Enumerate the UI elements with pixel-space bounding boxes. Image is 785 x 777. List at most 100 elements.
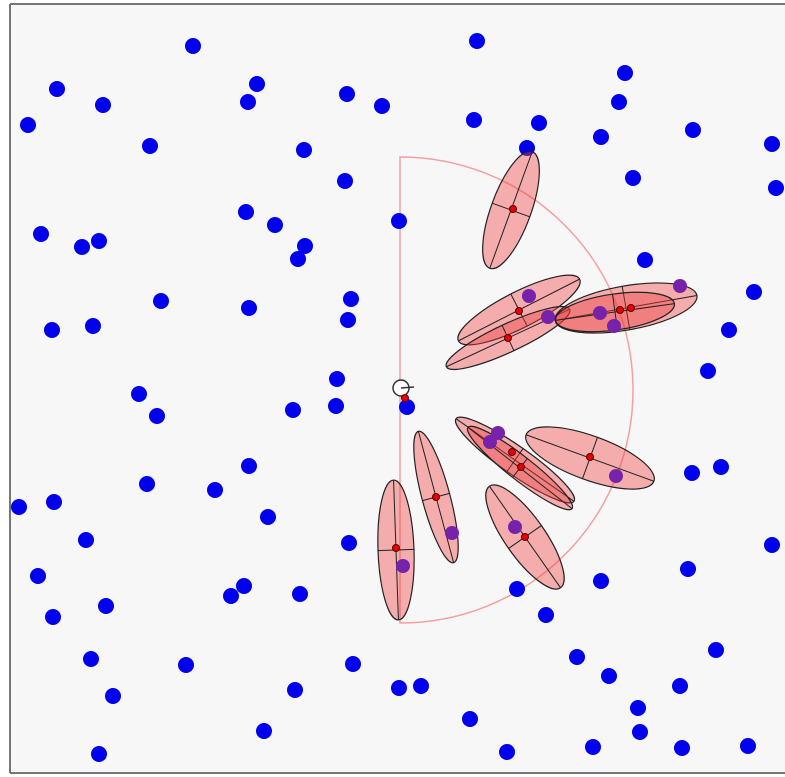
landmark	[105, 688, 121, 704]
landmark	[149, 408, 165, 424]
landmark	[328, 398, 344, 414]
observed-landmark	[673, 279, 687, 293]
landmark	[713, 459, 729, 475]
estimated-landmark	[521, 533, 529, 541]
estimated-landmark	[504, 334, 512, 342]
landmark	[680, 561, 696, 577]
landmarks	[11, 33, 784, 762]
landmark	[585, 739, 601, 755]
landmark	[236, 578, 252, 594]
observed-landmark	[508, 520, 522, 534]
landmark	[142, 138, 158, 154]
landmark	[46, 494, 62, 510]
landmark	[30, 568, 46, 584]
landmark	[569, 649, 585, 665]
landmark	[85, 318, 101, 334]
landmark	[413, 678, 429, 694]
estimated-landmark	[627, 304, 635, 312]
landmark	[139, 476, 155, 492]
landmark	[74, 239, 90, 255]
landmark	[764, 537, 780, 553]
landmark	[296, 142, 312, 158]
landmark	[746, 284, 762, 300]
landmark	[91, 233, 107, 249]
estimated-landmark	[517, 463, 525, 471]
ellipse-minor-axis	[506, 448, 524, 472]
landmark	[531, 115, 547, 131]
landmark	[260, 509, 276, 525]
covariance-ellipse	[554, 282, 698, 334]
estimated-landmark	[515, 307, 523, 315]
landmark	[462, 711, 478, 727]
robot-heading	[400, 386, 415, 389]
landmark	[343, 291, 359, 307]
landmark	[740, 738, 756, 754]
landmark	[178, 657, 194, 673]
estimated-landmark	[508, 448, 516, 456]
estimated-landmark	[509, 205, 517, 213]
landmark	[632, 724, 648, 740]
landmark	[391, 680, 407, 696]
landmark	[399, 399, 415, 415]
landmark	[625, 170, 641, 186]
landmark-estimates	[377, 150, 698, 621]
landmark	[185, 38, 201, 54]
landmark	[469, 33, 485, 49]
sensor-range	[399, 156, 634, 624]
landmark	[11, 499, 27, 515]
landmark	[292, 586, 308, 602]
landmark	[684, 465, 700, 481]
landmark	[768, 180, 784, 196]
landmark	[700, 363, 716, 379]
landmark	[285, 402, 301, 418]
landmark	[131, 386, 147, 402]
landmark	[637, 252, 653, 268]
robot	[392, 379, 415, 402]
observed-landmark	[609, 469, 623, 483]
landmark	[267, 217, 283, 233]
landmark	[337, 173, 353, 189]
estimated-landmark	[432, 493, 440, 501]
landmark	[601, 668, 617, 684]
observed-landmark	[593, 306, 607, 320]
landmark	[672, 678, 688, 694]
observed-landmark	[483, 435, 497, 449]
landmark	[674, 740, 690, 756]
landmark	[153, 293, 169, 309]
landmark	[241, 458, 257, 474]
landmark	[329, 371, 345, 387]
landmark	[509, 581, 525, 597]
landmark	[256, 723, 272, 739]
observed-landmark	[607, 319, 621, 333]
robot-estimate	[401, 394, 409, 402]
landmark	[630, 700, 646, 716]
ellipse-minor-axis	[621, 286, 631, 330]
estimated-landmark	[392, 544, 400, 552]
landmark	[33, 226, 49, 242]
landmark	[685, 122, 701, 138]
landmark	[341, 535, 357, 551]
landmark	[287, 682, 303, 698]
landmark	[764, 136, 780, 152]
landmark	[238, 204, 254, 220]
landmark	[49, 81, 65, 97]
landmark	[98, 598, 114, 614]
observed-landmark	[396, 559, 410, 573]
observed-landmark	[522, 289, 536, 303]
landmark	[538, 607, 554, 623]
landmark	[466, 112, 482, 128]
observed-landmark	[491, 426, 505, 440]
landmark	[708, 642, 724, 658]
landmark	[611, 94, 627, 110]
landmark	[95, 97, 111, 113]
landmark	[374, 98, 390, 114]
landmark	[45, 609, 61, 625]
estimated-landmark	[586, 453, 594, 461]
landmark	[290, 251, 306, 267]
landmark	[83, 651, 99, 667]
landmark	[297, 238, 313, 254]
landmark	[249, 76, 265, 92]
landmark	[345, 656, 361, 672]
